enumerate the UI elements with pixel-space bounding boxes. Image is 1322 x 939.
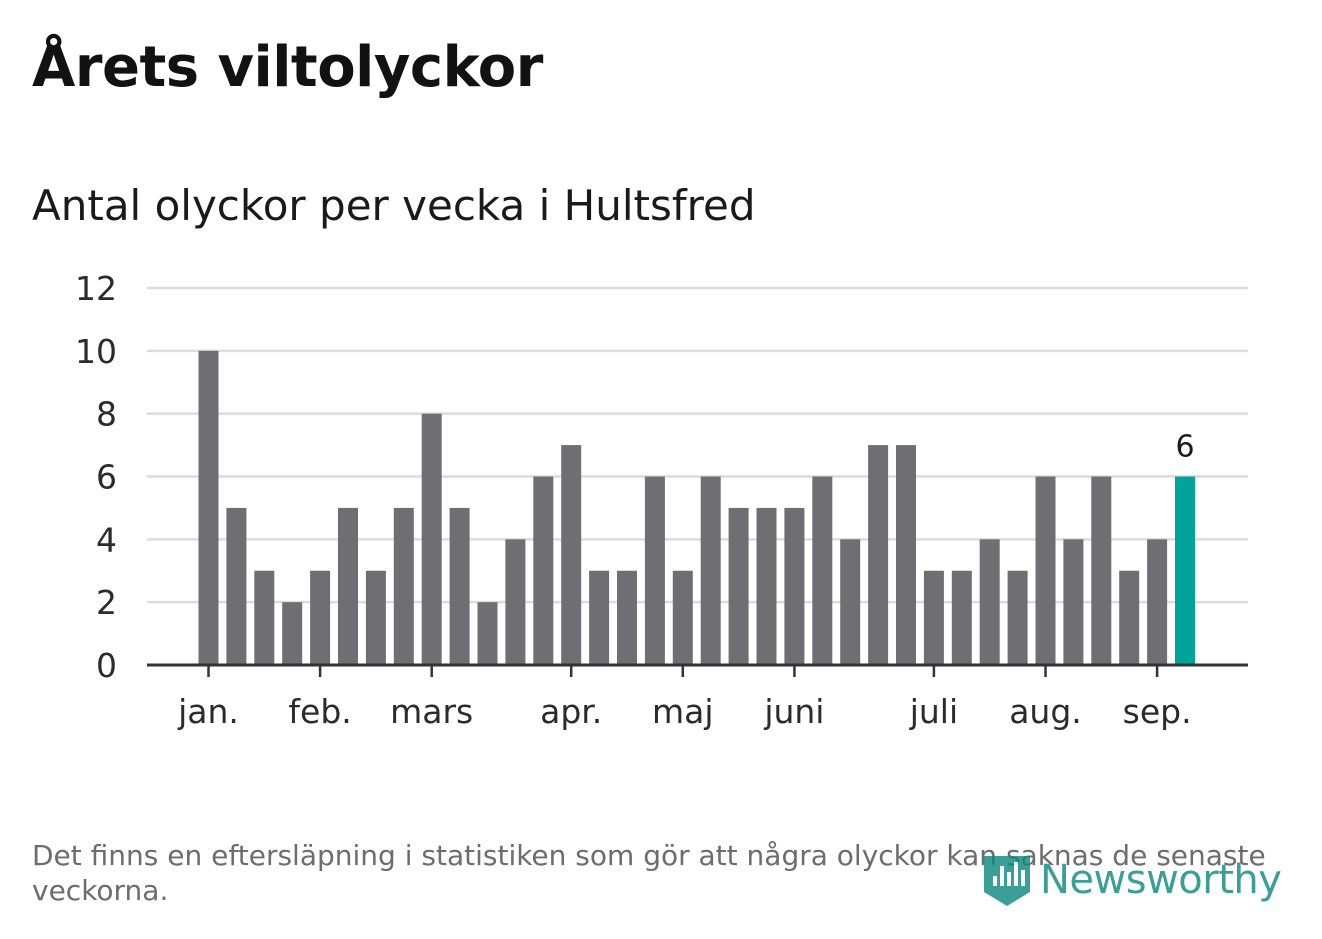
bar	[282, 602, 303, 665]
bar	[728, 507, 749, 665]
bar	[338, 507, 358, 665]
logo-text: Newsworthy	[1040, 857, 1282, 903]
bar	[365, 570, 386, 665]
chart-subtitle: Antal olyckor per vecka i Hultsfred	[32, 181, 756, 230]
bar	[896, 445, 916, 665]
bar	[421, 413, 442, 665]
bar	[254, 570, 275, 665]
x-tick-label: apr.	[540, 692, 602, 731]
bar-chart: 0 2 4 6 8 10 12 jan. feb. mars apr. maj juni juli aug…	[75, 269, 1248, 731]
bar	[644, 476, 665, 665]
bar	[784, 507, 805, 665]
y-tick-label: 8	[96, 395, 117, 434]
bar	[1035, 476, 1056, 665]
x-tick-label: feb.	[288, 692, 351, 731]
x-tick-label: aug.	[1009, 692, 1082, 731]
bar	[923, 570, 944, 665]
bar	[617, 570, 637, 665]
y-tick-label: 0	[96, 646, 117, 685]
y-tick-label: 6	[96, 458, 117, 497]
bar	[840, 539, 861, 665]
bar	[226, 507, 247, 665]
bars	[198, 350, 1195, 665]
grid-lines	[147, 286, 1248, 604]
bar	[505, 539, 526, 665]
bar	[1007, 570, 1028, 665]
x-axis-tick-labels: jan. feb. mars apr. maj juni juli aug. sep.	[177, 665, 1192, 731]
y-axis-tick-labels: 0 2 4 6 8 10 12	[75, 269, 117, 685]
bar	[1091, 476, 1112, 665]
y-tick-label: 4	[96, 520, 117, 559]
bar	[561, 445, 582, 665]
bar	[672, 570, 693, 665]
bar	[198, 350, 219, 665]
newsworthy-logo: Newsworthy	[982, 852, 1282, 908]
bar	[700, 476, 721, 665]
footnote: Det finns en eftersläpning i statistiken…	[32, 839, 1266, 907]
x-tick-label: maj	[652, 692, 714, 731]
bar	[868, 445, 889, 665]
chart-title: Årets viltolyckor	[32, 35, 543, 100]
x-tick-label: juli	[909, 692, 958, 731]
bar	[449, 507, 470, 665]
bar	[812, 476, 833, 665]
bar	[756, 507, 777, 665]
y-tick-label: 2	[96, 583, 117, 622]
x-tick-label: jan.	[177, 692, 239, 731]
bar	[393, 507, 414, 665]
y-tick-label: 12	[75, 269, 117, 308]
bar	[1063, 539, 1084, 665]
y-tick-label: 10	[75, 332, 117, 371]
bar	[951, 570, 972, 665]
bar	[477, 602, 498, 665]
x-tick-label: sep.	[1123, 692, 1192, 731]
bar	[310, 570, 331, 665]
newsworthy-logo-icon	[984, 856, 1030, 906]
data-labels: 6	[1175, 430, 1194, 465]
bar	[1119, 570, 1140, 665]
x-tick-label: juni	[763, 692, 824, 731]
bar	[979, 539, 1000, 665]
bar	[1147, 539, 1168, 665]
bar	[533, 476, 554, 665]
bar-highlighted	[1175, 476, 1195, 665]
x-tick-label: mars	[390, 692, 473, 731]
data-label: 6	[1175, 430, 1194, 465]
bar	[589, 570, 610, 665]
